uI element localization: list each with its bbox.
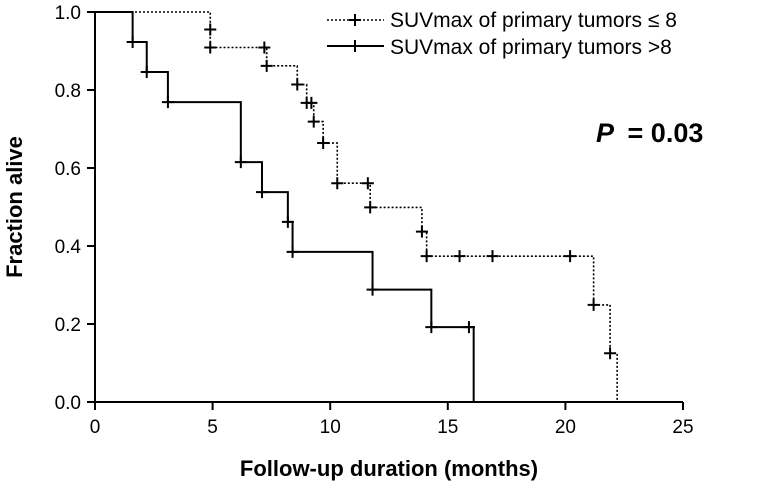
legend: SUVmax of primary tumors ≤ 8 SUVmax of p… bbox=[327, 9, 677, 59]
censor-mark bbox=[361, 177, 374, 190]
censor-mark bbox=[587, 298, 600, 311]
censor-mark bbox=[255, 186, 268, 199]
y-axis-title: Fraction alive bbox=[2, 136, 27, 278]
x-tick-label: 10 bbox=[320, 417, 341, 438]
legend-item-series-2: SUVmax of primary tumors >8 bbox=[327, 36, 672, 59]
censor-mark bbox=[564, 250, 577, 263]
y-tick-label: 0.6 bbox=[55, 159, 81, 180]
censor-mark bbox=[140, 66, 153, 79]
x-tick-label: 0 bbox=[90, 417, 101, 438]
legend-label-series-2: SUVmax of primary tumors >8 bbox=[390, 36, 672, 59]
x-tick-label: 5 bbox=[207, 417, 218, 438]
legend-censor-mark bbox=[349, 40, 361, 52]
censor-mark bbox=[462, 321, 475, 334]
censor-mark bbox=[161, 96, 174, 109]
censor-mark bbox=[281, 215, 294, 228]
x-axis-title: Follow-up duration (months) bbox=[240, 456, 538, 481]
legend-label-series-1: SUVmax of primary tumors ≤ 8 bbox=[390, 9, 677, 32]
censor-mark bbox=[364, 201, 377, 214]
x-tick-label: 15 bbox=[437, 417, 458, 438]
censor-mark bbox=[258, 41, 271, 54]
censor-mark bbox=[126, 36, 139, 49]
p-value-annotation: P = 0.03 bbox=[596, 118, 703, 148]
y-tick-label: 0.8 bbox=[55, 81, 81, 102]
legend-censor-mark bbox=[349, 14, 361, 26]
survival-curve-series-1 bbox=[95, 11, 618, 402]
censor-mark bbox=[425, 321, 438, 334]
y-tick-label: 0.0 bbox=[55, 393, 81, 414]
x-tick-label: 20 bbox=[555, 417, 576, 438]
censor-mark bbox=[331, 177, 344, 190]
legend-item-series-1: SUVmax of primary tumors ≤ 8 bbox=[327, 9, 677, 32]
censor-mark bbox=[286, 245, 299, 258]
ticks-layer: 0 5 10 15 20 25 0.0 0.2 0.4 0.6 0.8 1.0 bbox=[55, 3, 694, 438]
censor-mark bbox=[305, 96, 318, 109]
censor-mark bbox=[415, 225, 428, 238]
y-tick-label: 1.0 bbox=[55, 3, 81, 24]
censor-mark bbox=[453, 250, 466, 263]
y-tick-label: 0.4 bbox=[55, 237, 82, 258]
censor-mark bbox=[307, 115, 320, 128]
censor-mark bbox=[420, 250, 433, 263]
censor-mark bbox=[204, 41, 217, 54]
axes-layer bbox=[94, 12, 683, 403]
censor-mark bbox=[291, 78, 304, 91]
censor-mark bbox=[234, 156, 247, 169]
survival-curve-series-2 bbox=[95, 11, 475, 402]
censor-mark bbox=[260, 59, 273, 72]
censor-mark bbox=[366, 283, 379, 296]
p-value-label: P bbox=[596, 118, 615, 148]
censor-mark bbox=[317, 137, 330, 150]
p-value-number: = 0.03 bbox=[628, 118, 704, 148]
y-tick-label: 0.2 bbox=[55, 315, 81, 336]
censor-mark bbox=[204, 23, 217, 36]
censor-mark bbox=[486, 250, 499, 263]
x-tick-label: 25 bbox=[672, 417, 693, 438]
censor-mark bbox=[604, 347, 617, 360]
series-layer bbox=[95, 11, 618, 402]
